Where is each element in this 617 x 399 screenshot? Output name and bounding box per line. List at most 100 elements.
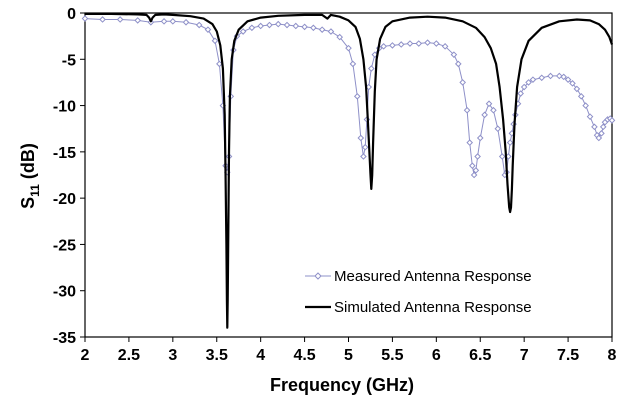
measured-point [336, 33, 344, 41]
measured-point [577, 93, 585, 100]
simulated-series-line [85, 12, 614, 329]
series-layer [81, 12, 616, 329]
measured-point [470, 171, 478, 179]
measured-point [257, 22, 264, 30]
measured-point [134, 17, 142, 24]
measured-point [433, 40, 440, 47]
x-tick-label: 6 [432, 347, 441, 364]
measured-point [466, 139, 474, 146]
x-tick-label: 6.5 [469, 347, 491, 364]
measured-point [490, 106, 497, 114]
measured-point [485, 100, 493, 108]
measured-point [598, 130, 605, 137]
measured-point [345, 44, 352, 52]
measured-point [195, 21, 203, 29]
measured-point [160, 18, 168, 25]
measured-point [211, 37, 219, 45]
measured-point [239, 28, 247, 35]
y-tick-label: 0 [67, 6, 76, 23]
measured-point [459, 79, 466, 86]
x-axis-title: Frequency (GHz) [270, 375, 414, 395]
measured-point [591, 123, 598, 131]
measured-point [517, 90, 524, 97]
legend: Measured Antenna Response Simulated Anten… [305, 268, 532, 316]
x-tick-label: 7 [520, 347, 529, 364]
measured-point [506, 139, 514, 146]
measured-point [564, 76, 572, 83]
y-axis-title-unit: (dB) [18, 143, 38, 184]
x-tick-label: 4.5 [293, 347, 315, 364]
y-tick-label: -20 [53, 191, 76, 208]
measured-point [454, 60, 462, 68]
measured-point [529, 76, 537, 83]
measured-point [547, 72, 554, 80]
measured-point [380, 43, 387, 50]
measured-point [525, 79, 532, 86]
measured-point [494, 125, 502, 133]
y-tick-label: -25 [53, 237, 76, 254]
x-tick-label: 2.5 [118, 347, 140, 364]
x-axis-ticks: 2 2.5 3 3.5 4 4.5 5 5.5 6 6.5 7 7.5 8 [81, 337, 617, 364]
measured-point [538, 74, 546, 82]
legend-simulated-label: Simulated Antenna Response [334, 299, 532, 316]
x-tick-label: 2 [81, 347, 90, 364]
y-tick-label: -5 [62, 52, 76, 69]
measured-point [608, 117, 616, 124]
measured-series-line [84, 18, 613, 176]
measured-point [368, 65, 375, 72]
y-axis-ticks: 0 -5 -10 -15 -20 -25 -30 -35 [53, 6, 85, 347]
x-tick-label: 7.5 [557, 347, 579, 364]
measured-point [349, 60, 357, 68]
measured-point [450, 51, 458, 58]
measured-point [595, 134, 603, 142]
x-tick-label: 8 [608, 347, 617, 364]
measured-point [481, 111, 488, 119]
measured-point [573, 85, 581, 93]
measured-point [520, 83, 528, 91]
measured-point [266, 21, 273, 29]
measured-point [169, 18, 177, 25]
measured-point [415, 40, 423, 47]
measured-point [81, 15, 89, 22]
measured-point [569, 80, 576, 87]
measured-point [204, 26, 212, 33]
y-tick-label: -30 [53, 284, 76, 301]
measured-point [248, 24, 256, 32]
y-tick-label: -10 [53, 99, 76, 116]
x-tick-label: 3.5 [206, 347, 228, 364]
measured-point [357, 134, 365, 142]
measured-point [397, 41, 405, 48]
y-axis-title-subscript: 11 [28, 184, 42, 197]
measured-point [463, 106, 471, 114]
measured-point [474, 153, 481, 160]
measured-point [560, 73, 567, 81]
y-axis-title: S11 (dB) [18, 143, 42, 209]
measured-point [310, 24, 317, 32]
measured-point [441, 43, 449, 50]
measured-point [283, 21, 291, 29]
y-tick-label: -35 [53, 330, 76, 347]
measured-point [555, 72, 563, 80]
measured-point [586, 113, 594, 120]
measured-point [469, 162, 476, 170]
measured-point [360, 153, 367, 160]
measured-point [301, 23, 308, 31]
measured-point [476, 134, 484, 142]
measured-point [498, 153, 506, 160]
measured-point [216, 60, 223, 68]
measured-point [353, 93, 361, 100]
y-axis-title-main: S [18, 197, 38, 209]
plot-area-frame [84, 12, 613, 338]
measured-point [472, 167, 480, 174]
x-tick-label: 3 [168, 347, 177, 364]
measured-point [406, 40, 414, 47]
measured-point [99, 16, 106, 23]
measured-point [292, 22, 300, 30]
y-tick-label: -15 [53, 145, 76, 162]
measured-point [327, 28, 335, 35]
measured-point [116, 16, 124, 23]
measured-point [389, 42, 396, 49]
x-tick-label: 4 [256, 347, 265, 364]
